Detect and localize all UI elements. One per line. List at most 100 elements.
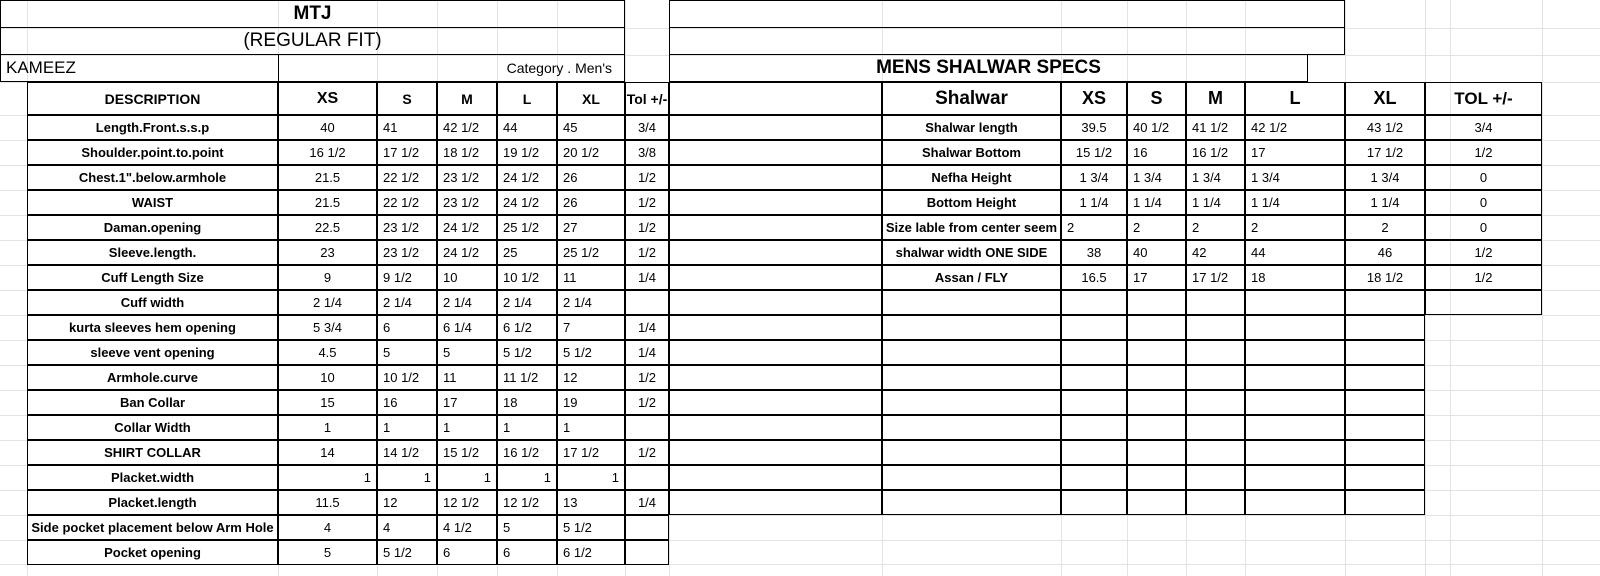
kameez-cell-xl: 11 (557, 265, 625, 290)
shalwar-empty-cell (669, 365, 882, 390)
kameez-row-label: Cuff width (27, 290, 278, 315)
shalwar-empty-cell (1345, 340, 1425, 365)
shalwar-cell-xl: 17 1/2 (1345, 140, 1425, 165)
shalwar-cell-m: 42 (1186, 240, 1245, 265)
shalwar-empty-cell (882, 490, 1061, 515)
kameez-cell-tol: 1/2 (625, 440, 669, 465)
kameez-row-label: Chest.1".below.armhole (27, 165, 278, 190)
shalwar-empty-cell (1425, 290, 1542, 315)
kameez-cell-s: 4 (377, 515, 437, 540)
shalwar-cell-m: 1 3/4 (1186, 165, 1245, 190)
shalwar-empty-cell (1186, 315, 1245, 340)
kameez-header-description: DESCRIPTION (27, 82, 278, 115)
shalwar-empty-cell (882, 415, 1061, 440)
shalwar-cell-m: 17 1/2 (1186, 265, 1245, 290)
kameez-cell-xl: 17 1/2 (557, 440, 625, 465)
shalwar-empty-cell (1345, 490, 1425, 515)
kameez-cell-xs: 4.5 (278, 340, 377, 365)
shalwar-empty-cell (1127, 365, 1186, 390)
kameez-row-label: Cuff Length Size (27, 265, 278, 290)
kameez-cell-s: 10 1/2 (377, 365, 437, 390)
shalwar-empty-cell (669, 440, 882, 465)
kameez-cell-l: 5 1/2 (497, 340, 557, 365)
kameez-cell-tol: 1/2 (625, 165, 669, 190)
kameez-cell-xl: 26 (557, 165, 625, 190)
shalwar-cell-xs: 2 (1061, 215, 1127, 240)
shalwar-empty-cell (1245, 315, 1345, 340)
shalwar-empty-cell (1245, 340, 1345, 365)
kameez-cell-s: 5 1/2 (377, 540, 437, 565)
kameez-cell-s: 14 1/2 (377, 440, 437, 465)
shalwar-empty-cell (882, 440, 1061, 465)
shalwar-row-label: Shalwar length (882, 115, 1061, 140)
kameez-cell-l: 12 1/2 (497, 490, 557, 515)
kameez-cell-tol (625, 465, 669, 490)
shalwar-empty-cell (1245, 415, 1345, 440)
shalwar-header-tol: TOL +/- (1425, 82, 1542, 115)
kameez-header-xs: XS (278, 82, 377, 115)
shalwar-cell-xl: 1 1/4 (1345, 190, 1425, 215)
kameez-cell-l: 44 (497, 115, 557, 140)
kameez-cell-m: 10 (437, 265, 497, 290)
shalwar-empty-cell (1186, 440, 1245, 465)
kameez-header-m: M (437, 82, 497, 115)
kameez-row-label: SHIRT COLLAR (27, 440, 278, 465)
shalwar-spacer-cell (669, 215, 882, 240)
kameez-cell-l: 5 (497, 515, 557, 540)
shalwar-header-shalwar: Shalwar (882, 82, 1061, 115)
kameez-cell-s: 16 (377, 390, 437, 415)
doc-subtitle: (REGULAR FIT) (0, 28, 625, 55)
shalwar-empty-cell (1061, 415, 1127, 440)
kameez-row-label: Pocket opening (27, 540, 278, 565)
shalwar-empty-cell (1186, 365, 1245, 390)
kameez-cell-xl: 5 1/2 (557, 515, 625, 540)
shalwar-cell-xl: 2 (1345, 215, 1425, 240)
kameez-cell-m: 17 (437, 390, 497, 415)
shalwar-empty-cell (669, 315, 882, 340)
kameez-cell-xs: 5 (278, 540, 377, 565)
kameez-cell-xs: 5 3/4 (278, 315, 377, 340)
shalwar-cell-xs: 39.5 (1061, 115, 1127, 140)
shalwar-cell-xs: 15 1/2 (1061, 140, 1127, 165)
kameez-cell-s: 12 (377, 490, 437, 515)
shalwar-empty-cell (1186, 290, 1245, 315)
shalwar-empty-cell (1061, 465, 1127, 490)
kameez-cell-m: 23 1/2 (437, 165, 497, 190)
kameez-row-label: WAIST (27, 190, 278, 215)
shalwar-empty-cell (1186, 390, 1245, 415)
shalwar-empty-cell (1061, 365, 1127, 390)
shalwar-empty-cell (1127, 340, 1186, 365)
shalwar-empty-cell (1186, 415, 1245, 440)
kameez-cell-xl: 20 1/2 (557, 140, 625, 165)
shalwar-empty-cell (1245, 390, 1345, 415)
kameez-cell-tol: 1/4 (625, 265, 669, 290)
shalwar-empty-cell (882, 340, 1061, 365)
shalwar-header-l: L (1245, 82, 1345, 115)
shalwar-row-label: shalwar width ONE SIDE (882, 240, 1061, 265)
shalwar-empty-cell (1245, 365, 1345, 390)
shalwar-empty-cell (1245, 490, 1345, 515)
shalwar-cell-m: 2 (1186, 215, 1245, 240)
shalwar-empty-cell (882, 315, 1061, 340)
shalwar-cell-xs: 1 1/4 (1061, 190, 1127, 215)
kameez-cell-s: 5 (377, 340, 437, 365)
shalwar-cell-xs: 16.5 (1061, 265, 1127, 290)
kameez-cell-tol (625, 290, 669, 315)
shalwar-empty-cell (669, 340, 882, 365)
shalwar-empty-cell (882, 365, 1061, 390)
kameez-cell-s: 9 1/2 (377, 265, 437, 290)
kameez-cell-s: 17 1/2 (377, 140, 437, 165)
kameez-cell-xl: 2 1/4 (557, 290, 625, 315)
shalwar-empty-cell (1127, 490, 1186, 515)
shalwar-spacer-cell (669, 165, 882, 190)
shalwar-row-label: Assan / FLY (882, 265, 1061, 290)
shalwar-spacer-cell (669, 115, 882, 140)
shalwar-empty-cell (1345, 290, 1425, 315)
shalwar-empty-cell (882, 290, 1061, 315)
shalwar-cell-tol: 0 (1425, 165, 1542, 190)
kameez-cell-xs: 14 (278, 440, 377, 465)
kameez-cell-xl: 25 1/2 (557, 240, 625, 265)
kameez-cell-xl: 5 1/2 (557, 340, 625, 365)
shalwar-empty-cell (1061, 290, 1127, 315)
kameez-row-label: sleeve vent opening (27, 340, 278, 365)
